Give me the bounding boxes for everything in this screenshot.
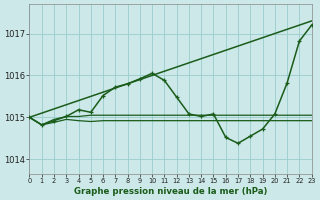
X-axis label: Graphe pression niveau de la mer (hPa): Graphe pression niveau de la mer (hPa) [74, 187, 267, 196]
